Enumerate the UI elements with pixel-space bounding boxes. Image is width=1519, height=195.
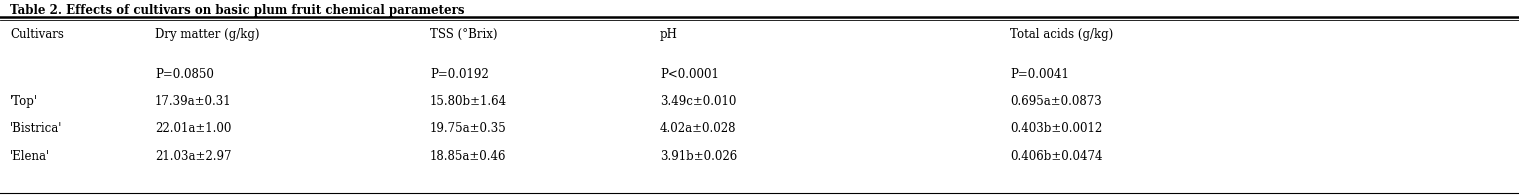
Text: 0.406b±0.0474: 0.406b±0.0474 [1010,150,1103,163]
Text: 21.03a±2.97: 21.03a±2.97 [155,150,231,163]
Text: 0.403b±0.0012: 0.403b±0.0012 [1010,122,1103,135]
Text: P=0.0041: P=0.0041 [1010,68,1069,81]
Text: 3.91b±0.026: 3.91b±0.026 [659,150,737,163]
Text: 19.75a±0.35: 19.75a±0.35 [430,122,507,135]
Text: pH: pH [659,28,677,41]
Text: 'Elena': 'Elena' [11,150,50,163]
Text: 4.02a±0.028: 4.02a±0.028 [659,122,737,135]
Text: 'Bistrica': 'Bistrica' [11,122,62,135]
Text: 22.01a±1.00: 22.01a±1.00 [155,122,231,135]
Text: 3.49c±0.010: 3.49c±0.010 [659,95,737,108]
Text: 15.80b±1.64: 15.80b±1.64 [430,95,507,108]
Text: 'Top': 'Top' [11,95,38,108]
Text: 18.85a±0.46: 18.85a±0.46 [430,150,506,163]
Text: TSS (°Brix): TSS (°Brix) [430,28,498,41]
Text: Cultivars: Cultivars [11,28,64,41]
Text: P=0.0850: P=0.0850 [155,68,214,81]
Text: P=0.0192: P=0.0192 [430,68,489,81]
Text: 17.39a±0.31: 17.39a±0.31 [155,95,231,108]
Text: P<0.0001: P<0.0001 [659,68,718,81]
Text: 0.695a±0.0873: 0.695a±0.0873 [1010,95,1101,108]
Text: Dry matter (g/kg): Dry matter (g/kg) [155,28,260,41]
Text: Total acids (g/kg): Total acids (g/kg) [1010,28,1113,41]
Text: Table 2. Effects of cultivars on basic plum fruit chemical parameters: Table 2. Effects of cultivars on basic p… [11,4,465,17]
